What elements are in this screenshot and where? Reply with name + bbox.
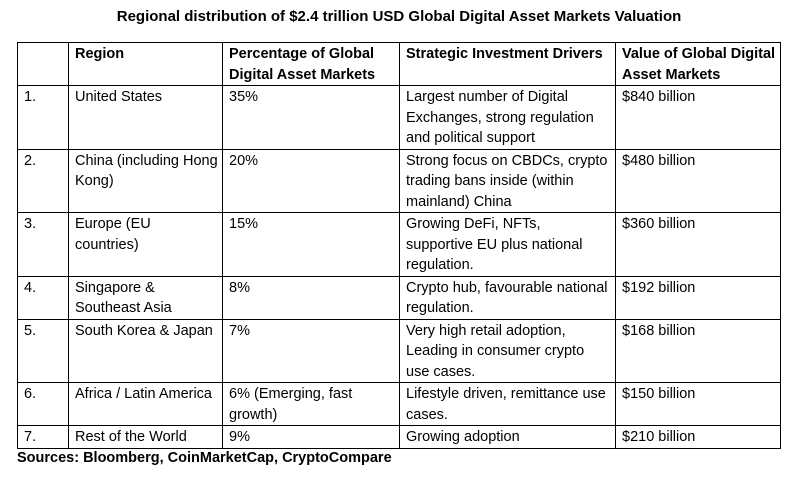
percentage-cell: 7%: [222, 318, 400, 383]
region-cell: Africa / Latin America: [68, 382, 223, 426]
region-cell: China (including Hong Kong): [68, 148, 223, 213]
row-number: 5.: [17, 318, 69, 383]
table-title: Regional distribution of $2.4 trillion U…: [116, 8, 682, 25]
header-region: Region: [68, 42, 223, 86]
value-cell: $480 billion: [615, 148, 781, 213]
value-cell: $192 billion: [615, 275, 781, 320]
drivers-cell: Growing DeFi, NFTs, supportive EU plus n…: [399, 212, 616, 277]
value-cell: $840 billion: [615, 85, 781, 150]
percentage-cell: 20%: [222, 148, 400, 213]
row-number: 3.: [17, 212, 69, 277]
row-number: 6.: [17, 382, 69, 426]
percentage-cell: 9%: [222, 425, 400, 449]
region-cell: Europe (EU countries): [68, 212, 223, 277]
drivers-cell: Strong focus on CBDCs, crypto trading ba…: [399, 148, 616, 213]
drivers-cell: Very high retail adoption, Leading in co…: [399, 318, 616, 383]
regional-distribution-table: Region Percentage of Global Digital Asse…: [17, 42, 781, 449]
value-cell: $210 billion: [615, 425, 781, 449]
sources-note: Sources: Bloomberg, CoinMarketCap, Crypt…: [17, 450, 392, 466]
drivers-cell: Crypto hub, favourable national regulati…: [399, 275, 616, 320]
row-number: 7.: [17, 425, 69, 449]
header-value: Value of Global Digital Asset Markets: [615, 42, 781, 86]
percentage-cell: 15%: [222, 212, 400, 277]
percentage-cell: 8%: [222, 275, 400, 320]
percentage-cell: 6% (Emerging, fast growth): [222, 382, 400, 426]
table-row: 4. Singapore & Southeast Asia 8% Crypto …: [17, 275, 781, 320]
drivers-cell: Growing adoption: [399, 425, 616, 449]
value-cell: $360 billion: [615, 212, 781, 277]
region-cell: Rest of the World: [68, 425, 223, 449]
header-percentage: Percentage of Global Digital Asset Marke…: [222, 42, 400, 86]
row-number: 1.: [17, 85, 69, 150]
row-number: 2.: [17, 148, 69, 213]
region-cell: United States: [68, 85, 223, 150]
table-header-row: Region Percentage of Global Digital Asse…: [17, 42, 781, 86]
table-row: 5. South Korea & Japan 7% Very high reta…: [17, 318, 781, 383]
drivers-cell: Lifestyle driven, remittance use cases.: [399, 382, 616, 426]
region-cell: South Korea & Japan: [68, 318, 223, 383]
percentage-cell: 35%: [222, 85, 400, 150]
table-row: 2. China (including Hong Kong) 20% Stron…: [17, 148, 781, 213]
drivers-cell: Largest number of Digital Exchanges, str…: [399, 85, 616, 150]
header-index: [17, 42, 69, 86]
value-cell: $150 billion: [615, 382, 781, 426]
row-number: 4.: [17, 275, 69, 320]
table-row: 1. United States 35% Largest number of D…: [17, 85, 781, 150]
table-row: 6. Africa / Latin America 6% (Emerging, …: [17, 382, 781, 426]
table-row: 7. Rest of the World 9% Growing adoption…: [17, 425, 781, 449]
table-row: 3. Europe (EU countries) 15% Growing DeF…: [17, 212, 781, 277]
region-cell: Singapore & Southeast Asia: [68, 275, 223, 320]
header-drivers: Strategic Investment Drivers: [399, 42, 616, 86]
value-cell: $168 billion: [615, 318, 781, 383]
